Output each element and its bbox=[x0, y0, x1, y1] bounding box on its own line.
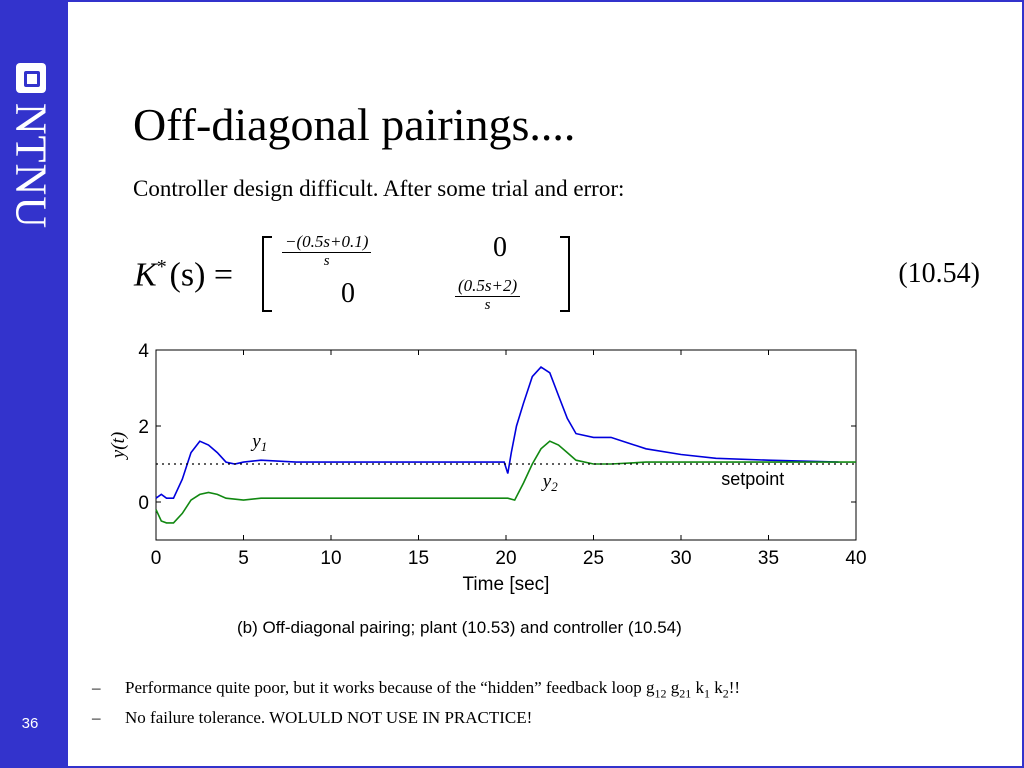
x-tick-label: 10 bbox=[320, 548, 341, 569]
matrix-22: (0.5s+2) s bbox=[455, 276, 521, 314]
bullet-text: Performance quite poor, but it works bec… bbox=[125, 678, 740, 701]
y1-label: y1 bbox=[250, 431, 267, 454]
x-tick-label: 40 bbox=[845, 548, 866, 569]
y2-label: y2 bbox=[541, 471, 558, 494]
x-tick-label: 5 bbox=[238, 548, 249, 569]
setpoint-label: setpoint bbox=[721, 469, 784, 489]
slide-subtitle: Controller design difficult. After some … bbox=[133, 176, 625, 201]
bullet-text-part: k bbox=[691, 678, 704, 697]
sidebar: NTNU 36 bbox=[0, 0, 68, 768]
series-line-y2 bbox=[155, 440, 856, 524]
left-bracket bbox=[262, 236, 272, 312]
y-tick-label: 0 bbox=[138, 493, 149, 514]
y-tick-label: 2 bbox=[138, 417, 149, 438]
equation-lhs-symbol: K bbox=[134, 256, 157, 294]
brand-text: NTNU bbox=[6, 102, 56, 230]
x-axis-label: Time [sec] bbox=[463, 574, 550, 595]
ntnu-logo-icon bbox=[16, 63, 46, 93]
equation-lhs-arg: (s) = bbox=[169, 256, 234, 294]
page-number: 36 bbox=[21, 715, 39, 732]
subscript: 2 bbox=[722, 686, 729, 701]
equation-number: (10.54) bbox=[898, 258, 980, 289]
subscript: 21 bbox=[679, 686, 692, 701]
x-tick-label: 35 bbox=[758, 548, 779, 569]
bullet-dash: – bbox=[92, 708, 101, 727]
x-tick-label: 15 bbox=[408, 548, 429, 569]
response-plot: 0 5 10 15 20 25 30 35 40 0 2 4 Time [sec] y(t) y1 y2 set… bbox=[108, 341, 867, 595]
matrix-21: 0 bbox=[341, 278, 355, 309]
x-tick-label: 30 bbox=[670, 548, 691, 569]
bullet-text-part: g bbox=[666, 678, 680, 697]
subscript: 1 bbox=[703, 686, 710, 701]
figure-caption: (b) Off-diagonal pairing; plant (10.53) … bbox=[237, 618, 682, 637]
bullet-text-part: !! bbox=[728, 678, 741, 697]
x-tick-label: 0 bbox=[151, 548, 162, 569]
bullet-text: No failure tolerance. WOLULD NOT USE IN … bbox=[125, 708, 533, 727]
bullet-text-part: k bbox=[709, 678, 723, 697]
y-tick-label: 4 bbox=[138, 341, 149, 362]
controller-equation: K* (s) = −(0.5s+0.1) s 0 0 (0.5s+2) s (1… bbox=[130, 228, 990, 318]
equation-lhs: K* (s) = bbox=[134, 256, 233, 294]
slide-title: Off-diagonal pairings.... bbox=[133, 99, 576, 150]
matrix-11-num: −(0.5s+0.1) bbox=[282, 232, 372, 253]
x-tick-label: 20 bbox=[495, 548, 516, 569]
matrix-11: −(0.5s+0.1) s bbox=[282, 232, 372, 270]
y-axis-label: y(t) bbox=[108, 432, 129, 460]
subscript: 12 bbox=[654, 686, 667, 701]
matrix-12: 0 bbox=[493, 232, 507, 263]
matrix-11-den: s bbox=[323, 253, 330, 269]
matrix-22-den: s bbox=[484, 297, 491, 313]
series-line-y1 bbox=[155, 366, 839, 499]
x-tick-label: 25 bbox=[583, 548, 604, 569]
right-bracket bbox=[560, 236, 570, 312]
matrix-22-num: (0.5s+2) bbox=[455, 276, 521, 297]
bullet-dash: – bbox=[92, 678, 101, 697]
slide-frame bbox=[68, 0, 1024, 768]
equation-lhs-sup: * bbox=[156, 256, 167, 278]
bullet-text-main: Performance quite poor, but it works bec… bbox=[125, 678, 655, 697]
